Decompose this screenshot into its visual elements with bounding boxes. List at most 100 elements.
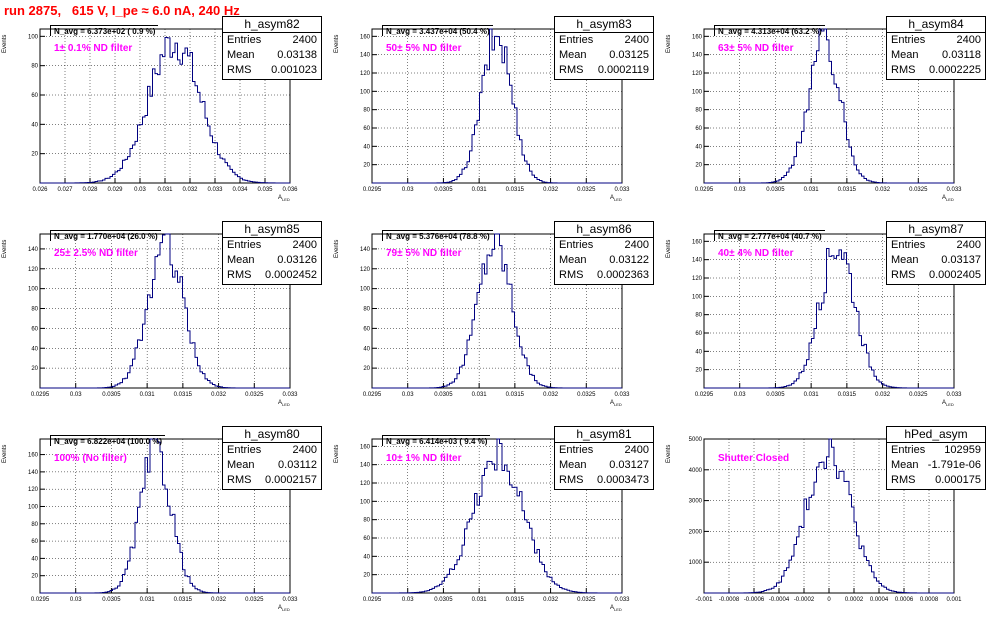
y-tick-label: 20	[31, 366, 38, 372]
x-tick-label: 0.031	[472, 187, 488, 193]
stats-label-entries: Entries	[891, 444, 926, 456]
filter-label: Shutter Closed	[718, 453, 790, 464]
stats-row-rms: RMS 0.001023	[223, 63, 321, 78]
stats-label-rms: RMS	[227, 269, 252, 281]
filter-label: 50± 5% ND filter	[386, 43, 462, 54]
stats-row-entries: Entries 2400	[223, 33, 321, 48]
histogram-panel-h_asym85: 0.0295 0.03 0.0305 0.031 0.0315 0.032 0.0325 0.…	[0, 218, 330, 423]
stats-value-rms: 0.0002405	[929, 269, 981, 281]
stats-box: h_asym80 Entries 2400 Mean 0.03112 RMS 0.00021…	[222, 426, 322, 490]
x-tick-label: 0.001	[946, 597, 962, 603]
histogram-panel-h_asym84: 0.0295 0.03 0.0305 0.031 0.0315 0.032 0.0325 0.…	[664, 13, 994, 218]
stats-label-mean: Mean	[227, 49, 255, 61]
y-tick-label: 100	[28, 34, 39, 40]
y-tick-label: 100	[360, 89, 371, 95]
x-tick-label: 0.03	[70, 392, 82, 398]
y-tick-label: 40	[363, 144, 370, 150]
y-axis-title: Events	[334, 239, 340, 258]
stats-row-entries: Entries 2400	[555, 443, 653, 458]
x-tick-label: 0.03	[134, 187, 146, 193]
x-tick-label: 0.026	[32, 187, 48, 193]
x-tick-label: 0.0325	[909, 392, 928, 398]
x-tick-label: 0.031	[472, 392, 488, 398]
x-tick-label: 0.0325	[909, 187, 928, 193]
stats-row-mean: Mean 0.03127	[555, 458, 653, 473]
stats-box: h_asym86 Entries 2400 Mean 0.03122 RMS 0.00023…	[554, 221, 654, 285]
x-tick-label: 0.033	[946, 187, 962, 193]
stats-value-rms: 0.0002363	[597, 269, 649, 281]
x-tick-label: 0.031	[140, 597, 156, 603]
stats-value-entries: 2400	[624, 239, 649, 251]
stats-value-entries: 2400	[956, 34, 981, 46]
x-axis-title: ALED	[278, 605, 290, 612]
x-tick-label: 0.027	[57, 187, 73, 193]
y-tick-label: 100	[28, 504, 39, 510]
stats-value-rms: 0.0002157	[265, 474, 317, 486]
y-tick-label: 80	[31, 522, 38, 528]
histogram-series	[40, 36, 291, 184]
x-tick-label: 0.0004	[870, 597, 889, 603]
stats-row-entries: Entries 2400	[555, 33, 653, 48]
stats-box: h_asym83 Entries 2400 Mean 0.03125 RMS 0.00021…	[554, 16, 654, 80]
stats-label-mean: Mean	[891, 254, 919, 266]
stats-value-entries: 2400	[624, 444, 649, 456]
x-tick-label: 0.033	[614, 597, 630, 603]
stats-value-mean: -1.791e-06	[927, 459, 981, 471]
stats-value-mean: 0.03112	[278, 459, 317, 471]
x-tick-label: 0.034	[232, 187, 248, 193]
histogram-name: h_asym81	[555, 427, 653, 443]
histogram-panel-h_asym82: 0.026 0.027 0.028 0.029 0.03 0.031 0.032 0.033 0…	[0, 13, 330, 218]
x-axis-title-sub: LED	[282, 607, 290, 613]
y-tick-label: 20	[363, 573, 370, 579]
y-tick-label: 20	[695, 368, 702, 374]
y-tick-label: 140	[28, 247, 39, 253]
x-tick-label: 0.0295	[695, 392, 714, 398]
histogram-plot: 0.0295 0.03 0.0305 0.031 0.0315 0.032 0.0325 0.…	[692, 233, 962, 398]
x-tick-label: 0.0295	[363, 597, 382, 603]
x-tick-label: 0.0325	[577, 187, 596, 193]
stats-label-mean: Mean	[227, 254, 255, 266]
stats-value-entries: 2400	[292, 34, 317, 46]
stats-label-rms: RMS	[559, 64, 584, 76]
y-tick-label: 60	[695, 126, 702, 132]
y-tick-label: 3000	[689, 499, 703, 505]
stats-value-mean: 0.03125	[609, 49, 649, 61]
x-tick-label: 0.0295	[31, 392, 50, 398]
stats-box: h_asym85 Entries 2400 Mean 0.03126 RMS 0.00024…	[222, 221, 322, 285]
y-tick-label: 60	[363, 536, 370, 542]
x-axis-title-sub: LED	[946, 197, 954, 203]
stats-row-rms: RMS 0.0002452	[223, 268, 321, 283]
stats-value-mean: 0.03122	[609, 254, 649, 266]
n-avg-label: N_avg = 5.376e+04 (78.8 %)	[382, 230, 493, 241]
stats-label-mean: Mean	[227, 459, 255, 471]
x-tick-label: 0.031	[157, 187, 173, 193]
histogram-series	[704, 438, 954, 594]
y-tick-label: 80	[363, 108, 370, 114]
y-tick-label: 160	[360, 444, 371, 450]
x-tick-label: 0.03	[402, 597, 414, 603]
x-axis-title: ALED	[278, 195, 290, 202]
x-tick-label: 0.033	[282, 597, 298, 603]
stats-value-mean: 0.03127	[609, 459, 649, 471]
x-tick-label: 0.031	[804, 187, 820, 193]
y-axis-title: Events	[334, 444, 340, 463]
y-tick-label: 120	[692, 276, 703, 282]
histogram-panel-hPed_asym: -0.001 -0.0008 -0.0006 -0.0004 -0.0002 0 0.000…	[664, 423, 994, 628]
histogram-panel-h_asym81: 0.0295 0.03 0.0305 0.031 0.0315 0.032 0.0325 0.…	[332, 423, 662, 628]
y-tick-label: 20	[695, 163, 702, 169]
stats-value-entries: 2400	[292, 444, 317, 456]
stats-row-entries: Entries 2400	[223, 443, 321, 458]
histogram-series	[704, 28, 954, 184]
histogram-series	[704, 248, 954, 389]
x-tick-label: 0.0305	[434, 597, 453, 603]
x-tick-label: 0.0305	[102, 597, 121, 603]
x-axis-title-main: A	[610, 400, 615, 406]
x-tick-label: 0.0295	[363, 392, 382, 398]
x-tick-label: 0.032	[543, 392, 559, 398]
y-tick-label: 5000	[689, 437, 703, 443]
stats-row-rms: RMS 0.000175	[887, 473, 985, 488]
y-tick-label: 2000	[689, 529, 703, 535]
stats-label-rms: RMS	[227, 474, 252, 486]
x-tick-label: 0.031	[472, 597, 488, 603]
stats-row-mean: Mean 0.03125	[555, 48, 653, 63]
